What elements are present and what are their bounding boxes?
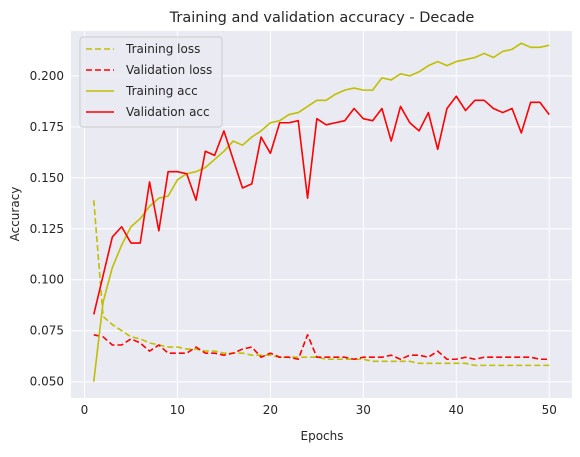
x-axis-label: Epochs: [301, 429, 344, 443]
legend-entry: Training loss: [125, 42, 200, 56]
chart-title: Training and validation accuracy - Decad…: [169, 10, 475, 26]
x-tick-label: 20: [263, 403, 278, 417]
series-line-validation-loss: [93, 333, 550, 361]
y-tick-label: 0.075: [30, 324, 64, 338]
y-axis-label: Accuracy: [8, 187, 22, 242]
x-tick-label: 50: [542, 403, 557, 417]
x-tick-label: 40: [449, 403, 464, 417]
legend-entry: Validation acc: [126, 105, 210, 119]
y-tick-label: 0.200: [30, 69, 64, 83]
legend-box: [79, 36, 223, 128]
legend-entry: Validation loss: [126, 63, 212, 77]
series: [92, 42, 550, 382]
x-tick-label: 10: [170, 403, 185, 417]
tick-labels: 0 10 20 30 40 50 0.050 0.075 0.100 0.125 0.150 0.17…: [30, 69, 557, 417]
x-tick-label: 0: [81, 403, 89, 417]
y-tick-label: 0.175: [30, 120, 64, 134]
y-tick-label: 0.100: [30, 273, 64, 287]
y-tick-label: 0.150: [30, 171, 64, 185]
legend: Training loss Validation loss Training acc…: [79, 36, 223, 128]
y-tick-label: 0.125: [30, 222, 64, 236]
legend-entry: Training acc: [125, 84, 198, 98]
series-line-training-loss: [92, 200, 550, 367]
series-line-training-acc: [92, 42, 550, 382]
y-tick-label: 0.050: [30, 375, 64, 389]
grid: [71, 31, 572, 398]
series-line-validation-acc: [92, 95, 550, 315]
x-tick-label: 30: [356, 403, 371, 417]
